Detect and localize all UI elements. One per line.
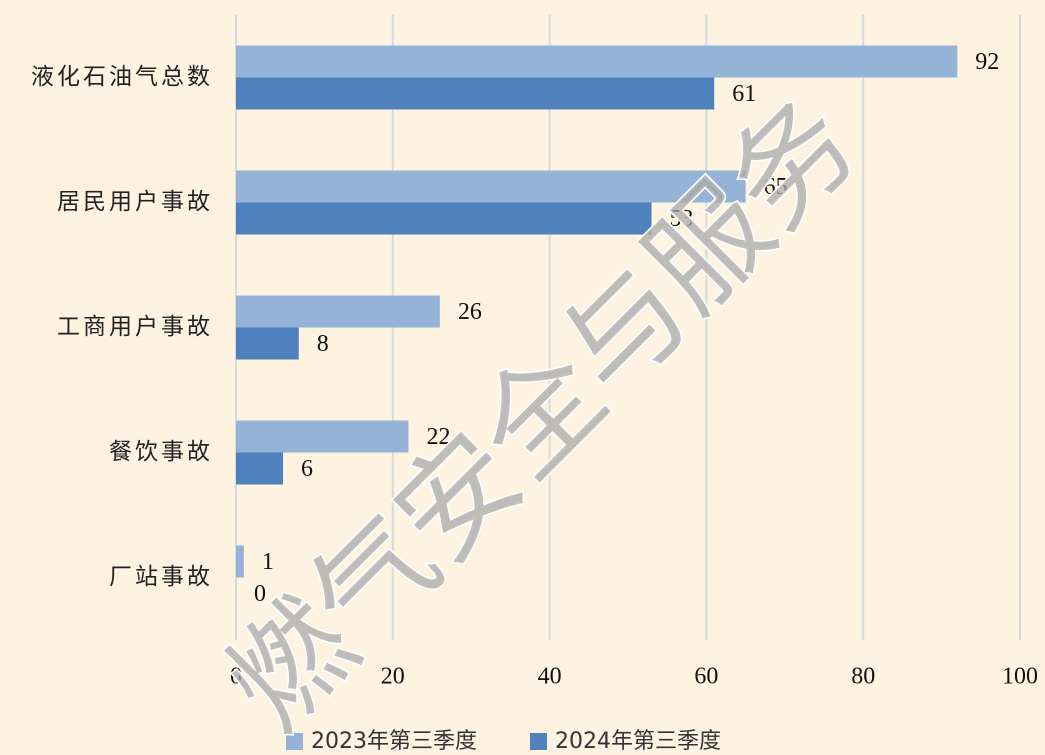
data-label: 22 xyxy=(426,424,450,450)
data-label: 61 xyxy=(732,81,756,107)
x-tick-label: 60 xyxy=(694,664,718,690)
data-label: 53 xyxy=(670,206,694,232)
y-tick-label: 工商用户事故 xyxy=(57,314,213,340)
x-tick-label: 100 xyxy=(1002,664,1038,690)
bar xyxy=(236,452,284,485)
bar xyxy=(236,545,244,578)
bar xyxy=(236,420,409,453)
data-label: 0 xyxy=(254,581,266,607)
legend-label: 2023年第三季度 xyxy=(311,729,477,754)
data-label: 92 xyxy=(975,49,999,75)
legend-swatch xyxy=(530,733,547,750)
y-tick-label: 厂站事故 xyxy=(109,564,213,590)
y-tick-label: 餐饮事故 xyxy=(109,439,213,465)
data-label: 26 xyxy=(458,299,482,325)
bar xyxy=(236,170,746,203)
legend-label: 2024年第三季度 xyxy=(555,729,721,754)
bar xyxy=(236,45,958,78)
bar xyxy=(236,295,440,328)
data-label: 8 xyxy=(317,331,329,357)
y-tick-label: 居民用户事故 xyxy=(57,189,213,215)
bar xyxy=(236,202,652,235)
y-tick-label: 液化石油气总数 xyxy=(31,64,213,90)
data-label: 65 xyxy=(764,174,788,200)
x-tick-label: 20 xyxy=(381,664,405,690)
data-label: 6 xyxy=(301,456,313,482)
bar xyxy=(236,77,715,110)
plot: 0 20 40 60 80 100液化石油气总数9261居民用户事故6553工商用户事故2… xyxy=(31,15,1038,754)
x-tick-label: 40 xyxy=(538,664,562,690)
legend-swatch xyxy=(286,733,303,750)
bar xyxy=(236,327,299,360)
x-tick-label: 0 xyxy=(230,664,242,690)
x-tick-label: 80 xyxy=(851,664,875,690)
data-label: 1 xyxy=(262,549,274,575)
